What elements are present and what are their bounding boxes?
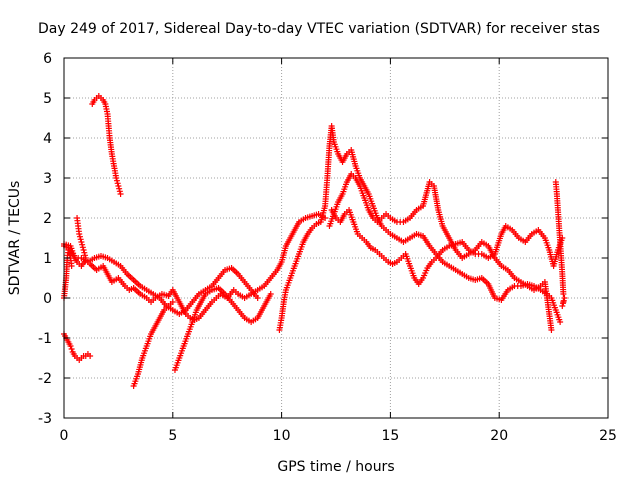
plus-marker — [80, 247, 87, 253]
series-s12 — [61, 247, 75, 301]
plus-marker — [254, 295, 261, 301]
plus-marker — [87, 353, 94, 359]
plus-marker — [116, 188, 123, 195]
x-tick-label: 10 — [273, 428, 291, 444]
y-tick-label: 3 — [43, 171, 52, 187]
plus-marker — [77, 236, 84, 243]
plus-marker — [68, 263, 75, 269]
y-tick-label: 5 — [43, 91, 52, 107]
plus-marker — [82, 252, 89, 259]
x-axis-label: GPS time / hours — [277, 459, 394, 475]
plus-marker — [65, 247, 72, 253]
y-axis-label: SDTVAR / TECUs — [7, 181, 23, 296]
series-s8 — [326, 171, 555, 333]
plus-marker — [169, 299, 176, 305]
y-tick-label: 6 — [43, 51, 52, 67]
x-tick-label: 0 — [60, 428, 69, 444]
x-tick-label: 25 — [599, 428, 617, 444]
y-tick-label: 1 — [43, 251, 52, 267]
series-s4 — [89, 93, 124, 197]
plus-marker — [76, 233, 83, 240]
plus-marker — [115, 183, 122, 189]
y-tick-label: 2 — [43, 211, 52, 227]
plus-marker — [557, 319, 564, 325]
plus-marker — [560, 299, 567, 305]
series-s5 — [130, 299, 176, 389]
chart-title: Day 249 of 2017, Sidereal Day-to-day VTE… — [38, 21, 600, 37]
y-tick-label: 0 — [43, 291, 52, 307]
x-tick-label: 5 — [168, 428, 177, 444]
series-s2 — [61, 241, 261, 317]
plus-marker — [79, 241, 86, 248]
plus-marker — [548, 327, 555, 333]
plot-frame — [63, 57, 609, 419]
plus-marker — [79, 244, 86, 251]
plus-marker — [267, 291, 274, 297]
series-s9 — [328, 207, 566, 287]
plus-marker — [117, 191, 124, 197]
plus-marker — [113, 177, 120, 184]
plus-marker — [67, 343, 74, 349]
plus-marker — [561, 295, 568, 301]
series-s10 — [552, 179, 568, 309]
series-s11 — [74, 215, 89, 261]
axis-ticks: 0 5 10 15 20 25 -3 -2 -1 0 1 2 3 4 5 6 — [38, 51, 617, 444]
y-tick-label: -2 — [38, 371, 52, 387]
plus-marker — [559, 303, 566, 309]
series-s6 — [171, 285, 274, 373]
plus-marker — [66, 252, 73, 259]
plus-marker — [68, 346, 75, 352]
plus-marker — [114, 180, 121, 187]
y-tick-label: -3 — [38, 411, 52, 427]
x-tick-label: 20 — [490, 428, 508, 444]
plus-marker — [78, 239, 85, 245]
plus-marker — [560, 291, 567, 297]
plus-marker — [81, 249, 88, 256]
y-tick-label: 4 — [43, 131, 52, 147]
plus-marker — [76, 231, 83, 237]
y-tick-label: -1 — [38, 331, 52, 347]
plus-marker — [116, 185, 123, 192]
data-points — [61, 93, 568, 389]
plus-marker — [113, 175, 120, 181]
plus-marker — [66, 249, 73, 256]
plus-marker — [82, 255, 89, 261]
x-tick-label: 15 — [381, 428, 399, 444]
